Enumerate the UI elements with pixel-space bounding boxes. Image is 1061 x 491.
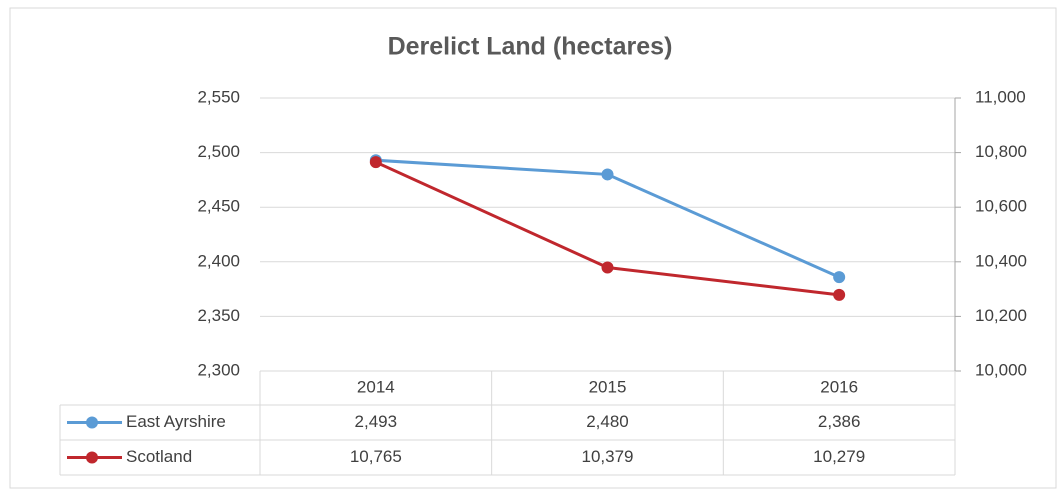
table-value: 10,765 (350, 447, 402, 466)
y2-tick-label: 10,800 (975, 142, 1027, 161)
x-tick-label: 2014 (357, 377, 395, 396)
table-value: 10,379 (582, 447, 634, 466)
table-value: 10,279 (813, 447, 865, 466)
data-point (601, 168, 614, 181)
y2-tick-label: 10,200 (975, 306, 1027, 325)
data-point (833, 271, 846, 284)
y2-tick-label: 10,600 (975, 197, 1027, 216)
legend-label: East Ayrshire (126, 412, 226, 431)
y-tick-label: 2,500 (197, 142, 240, 161)
data-point (369, 156, 382, 169)
data-point (601, 261, 614, 274)
legend-label: Scotland (126, 447, 192, 466)
x-tick-label: 2015 (589, 377, 627, 396)
table-value: 2,480 (586, 412, 629, 431)
y-tick-label: 2,350 (197, 306, 240, 325)
y2-tick-label: 10,000 (975, 360, 1027, 379)
y-tick-label: 2,300 (197, 360, 240, 379)
y-tick-label: 2,550 (197, 87, 240, 106)
data-point (833, 288, 846, 301)
x-tick-label: 2016 (820, 377, 858, 396)
table-value: 2,493 (355, 412, 398, 431)
legend-key-marker (86, 416, 98, 429)
chart-frame (9, 7, 1057, 489)
y2-tick-label: 10,400 (975, 251, 1027, 270)
chart-title: Derelict Land (hectares) (388, 33, 673, 61)
legend-key-marker (86, 451, 98, 464)
y-tick-label: 2,450 (197, 197, 240, 216)
y2-tick-label: 11,000 (975, 87, 1026, 106)
table-value: 2,386 (818, 412, 861, 431)
y-tick-label: 2,400 (197, 251, 240, 270)
